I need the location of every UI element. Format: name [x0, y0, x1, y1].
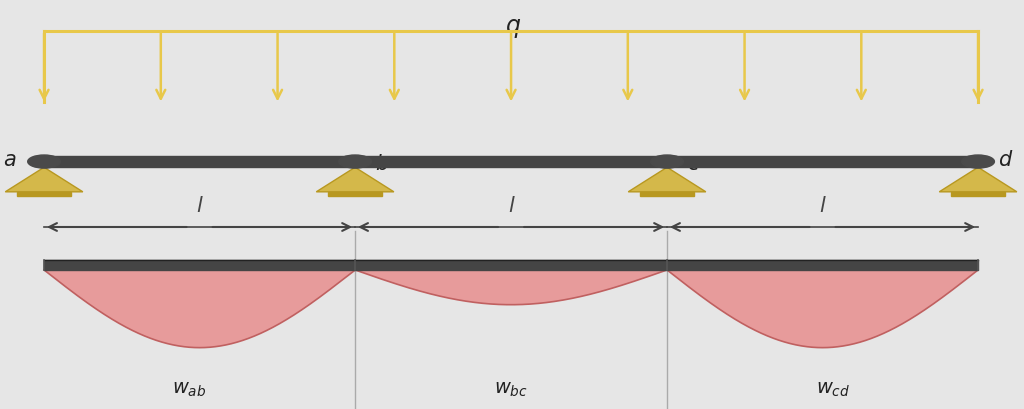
Bar	[44, 260, 978, 270]
Text: l: l	[819, 196, 825, 216]
Polygon shape	[629, 167, 706, 192]
Bar	[640, 192, 694, 196]
Text: d: d	[998, 150, 1012, 169]
Text: b: b	[376, 154, 389, 173]
Bar	[44, 156, 978, 167]
Text: $w_{ab}$: $w_{ab}$	[172, 380, 207, 399]
Circle shape	[28, 155, 60, 168]
Text: $w_{cd}$: $w_{cd}$	[816, 380, 850, 399]
Polygon shape	[316, 167, 394, 192]
Text: $w_{bc}$: $w_{bc}$	[495, 380, 528, 399]
Bar	[951, 192, 1006, 196]
Text: a: a	[3, 150, 15, 169]
Bar	[17, 192, 72, 196]
Bar	[328, 192, 382, 196]
Circle shape	[650, 155, 683, 168]
Polygon shape	[5, 167, 83, 192]
Circle shape	[339, 155, 372, 168]
Text: l: l	[508, 196, 514, 216]
Text: c: c	[687, 154, 699, 173]
Polygon shape	[939, 167, 1017, 192]
Circle shape	[962, 155, 994, 168]
Text: q: q	[506, 14, 521, 38]
Text: l: l	[197, 196, 203, 216]
